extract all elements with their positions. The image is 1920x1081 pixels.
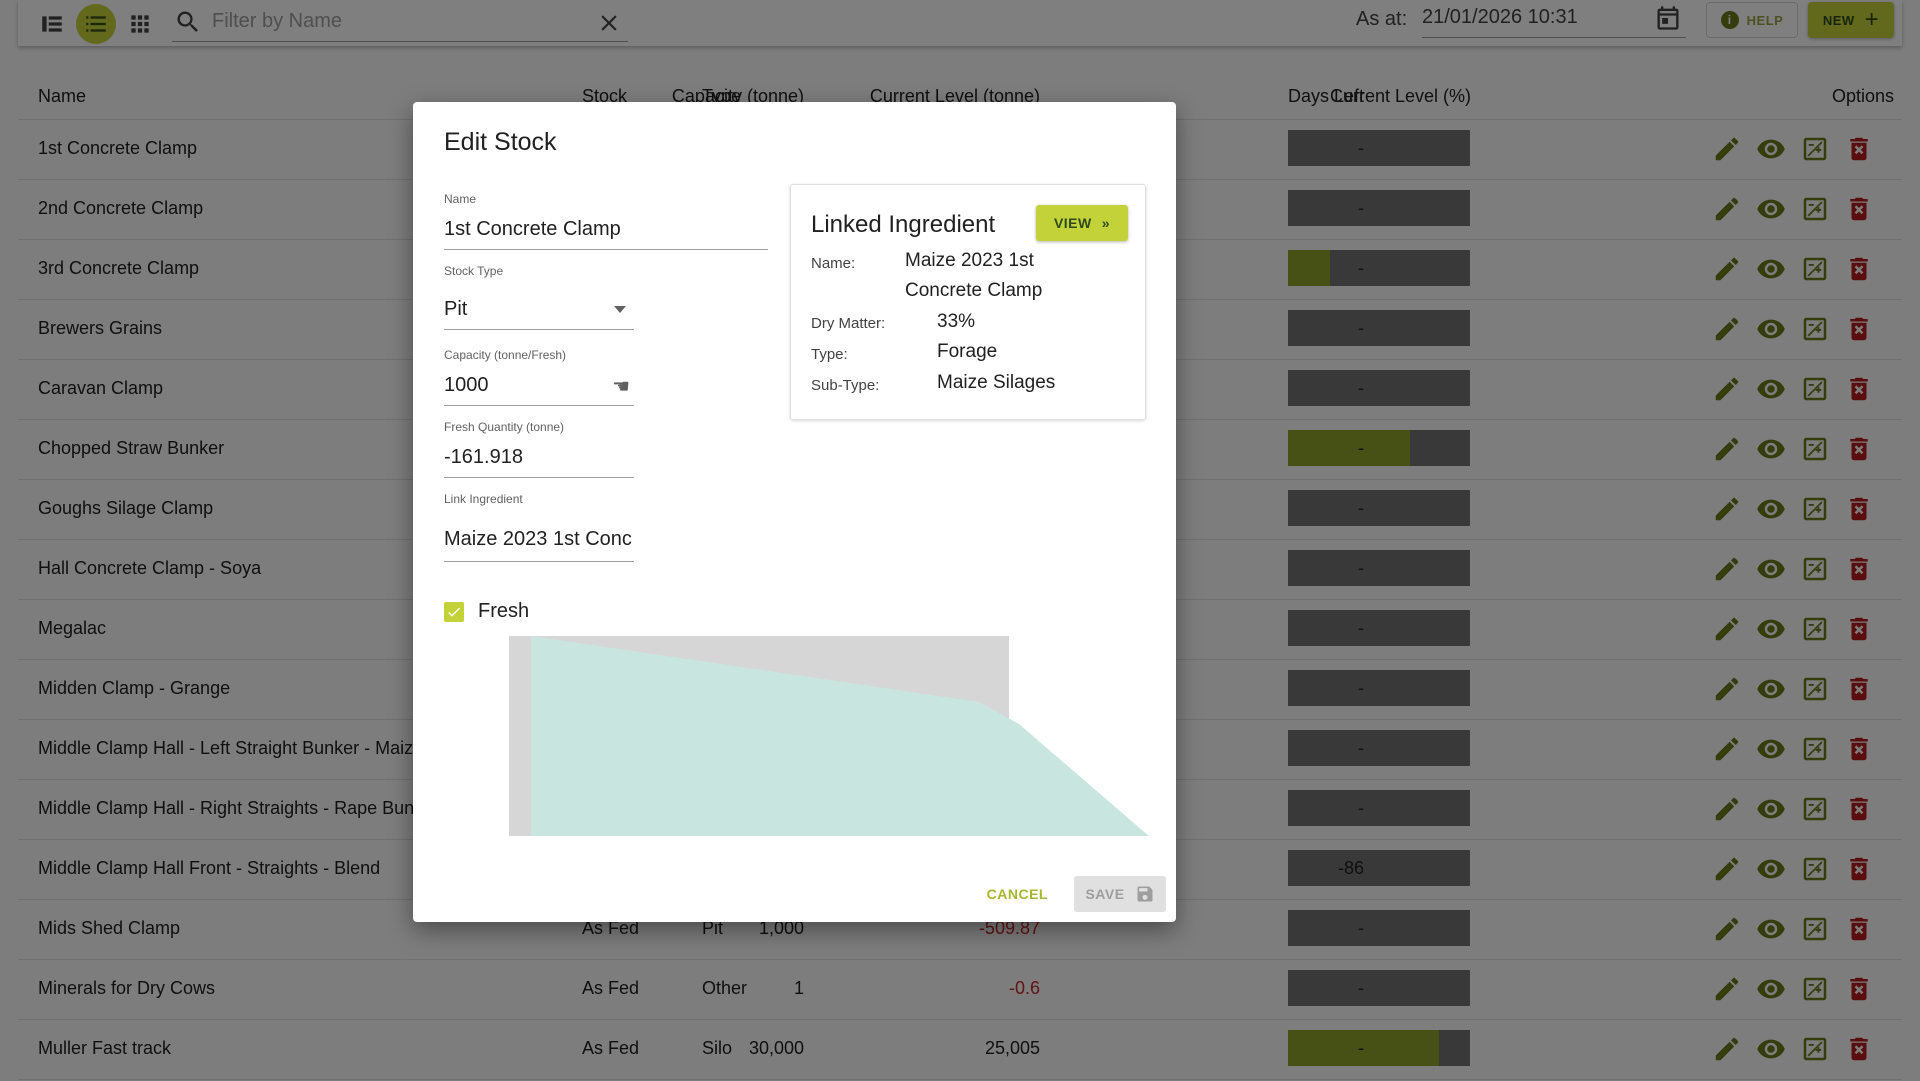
- stock-type-label: Stock Type: [444, 264, 504, 278]
- name-label: Name: [444, 192, 477, 206]
- view-button[interactable]: VIEW »: [1036, 205, 1128, 241]
- capacity-input[interactable]: 1000 ☚: [444, 370, 634, 406]
- li-subtype-label: Sub-Type:: [811, 377, 880, 394]
- fresh-checkbox[interactable]: [444, 601, 464, 622]
- linked-ingredient-card: Linked Ingredient VIEW » Name: Maize 202…: [790, 184, 1146, 420]
- edit-stock-dialog: Edit Stock Name 1st Concrete Clamp Stock…: [413, 102, 1176, 922]
- li-type-label: Type:: [811, 346, 848, 363]
- capacity-field: Capacity (tonne/Fresh) 1000 ☚: [444, 348, 634, 406]
- chart-level-area: [531, 636, 1149, 836]
- link-ingredient-field: Link Ingredient Maize 2023 1st Conc: [444, 492, 634, 562]
- li-name-label: Name:: [811, 255, 856, 272]
- capacity-value: 1000: [444, 374, 489, 396]
- name-value: 1st Concrete Clamp: [444, 218, 621, 240]
- stock-type-select[interactable]: Pit: [444, 286, 634, 330]
- dialog-title: Edit Stock: [444, 128, 557, 156]
- li-type-value: Forage: [937, 341, 998, 362]
- fresh-label: Fresh: [478, 600, 530, 622]
- chevron-down-icon: [614, 306, 626, 313]
- fresh-quantity-field: Fresh Quantity (tonne) -161.918: [444, 420, 634, 478]
- fresh-quantity-value: -161.918: [444, 446, 523, 468]
- double-chevron-right-icon: »: [1101, 215, 1111, 231]
- name-input[interactable]: 1st Concrete Clamp: [444, 214, 768, 250]
- view-label: VIEW: [1053, 215, 1092, 231]
- fresh-quantity-input[interactable]: -161.918: [444, 442, 634, 478]
- save-label: SAVE: [1085, 886, 1125, 902]
- pointer-cursor-icon: ☚: [612, 376, 630, 398]
- link-ingredient-label: Link Ingredient: [444, 492, 523, 506]
- stock-type-field: Stock Type Pit: [444, 264, 634, 330]
- li-dm-value: 33%: [937, 311, 976, 332]
- link-ingredient-value: Maize 2023 1st Conc: [444, 528, 632, 550]
- li-subtype-value: Maize Silages: [937, 372, 1056, 393]
- name-field: Name 1st Concrete Clamp: [444, 192, 768, 250]
- cancel-button[interactable]: CANCEL: [986, 886, 1048, 902]
- save-button[interactable]: SAVE: [1074, 876, 1166, 912]
- stock-level-chart: [509, 636, 1149, 836]
- li-name-line1: Maize 2023 1st: [905, 250, 1034, 271]
- capacity-label: Capacity (tonne/Fresh): [444, 348, 567, 362]
- li-dm-label: Dry Matter:: [811, 315, 886, 332]
- link-ingredient-select[interactable]: Maize 2023 1st Conc: [444, 514, 634, 562]
- fresh-quantity-label: Fresh Quantity (tonne): [444, 420, 565, 434]
- check-icon: [448, 607, 460, 617]
- fresh-checkbox-row[interactable]: Fresh: [444, 600, 529, 623]
- save-icon: [1137, 886, 1153, 902]
- linked-ingredient-title: Linked Ingredient: [811, 211, 996, 238]
- stock-type-value: Pit: [444, 298, 468, 320]
- dialog-actions: CANCEL SAVE: [975, 876, 1166, 912]
- li-name-line2: Concrete Clamp: [905, 280, 1043, 301]
